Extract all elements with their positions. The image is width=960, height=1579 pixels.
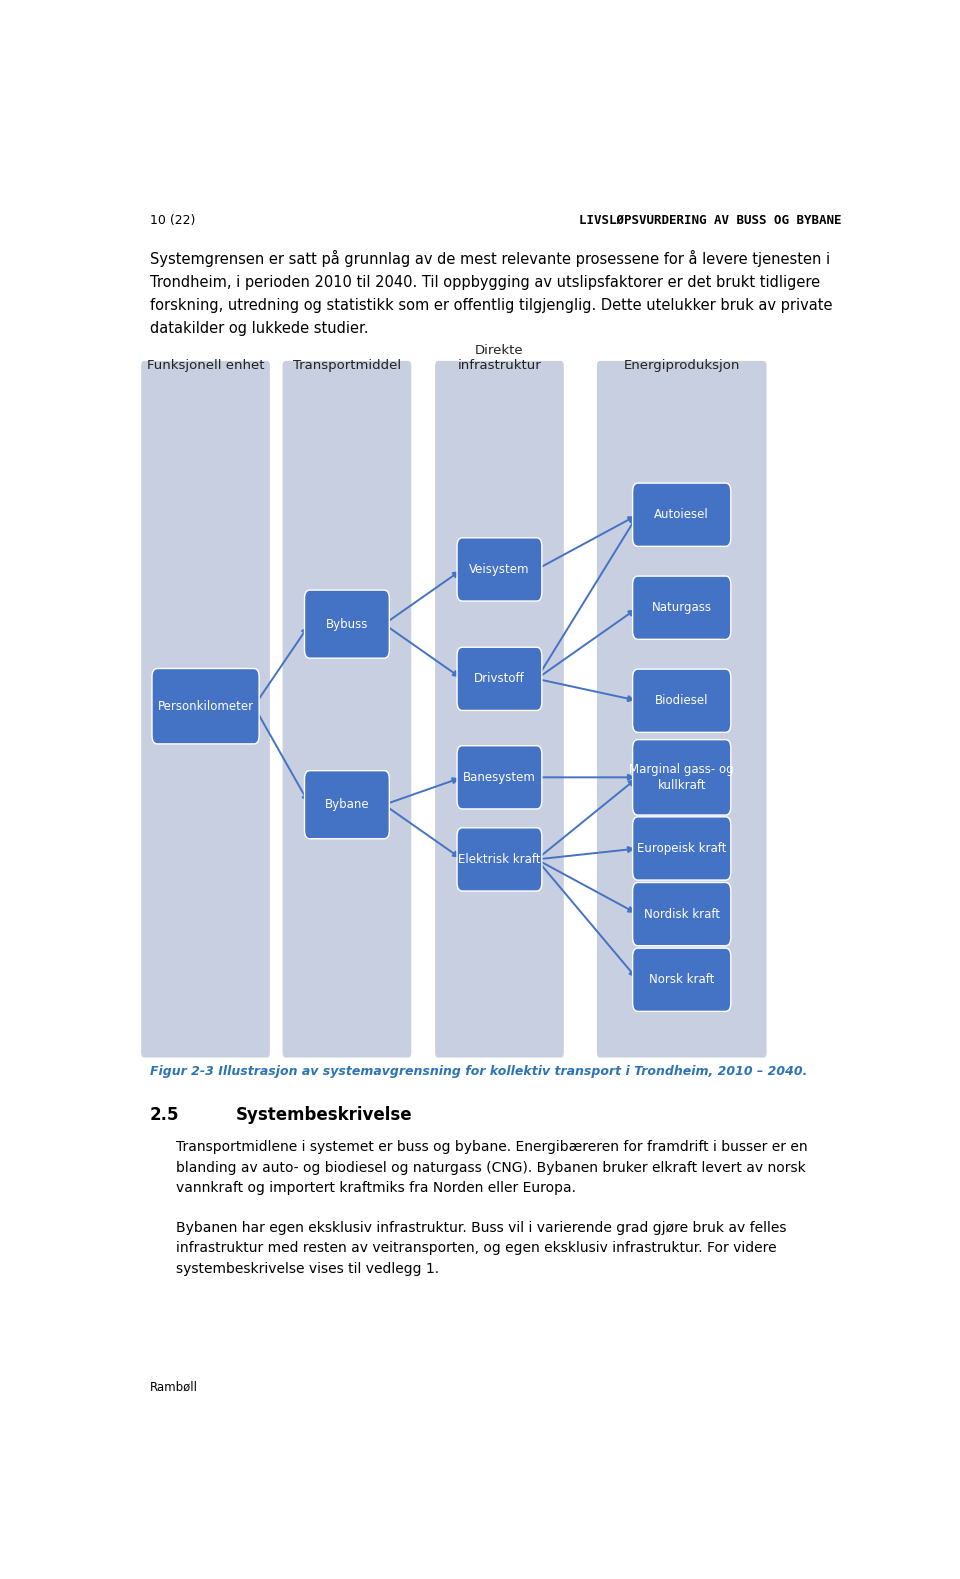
FancyBboxPatch shape: [282, 362, 411, 1058]
FancyBboxPatch shape: [457, 827, 541, 891]
Text: Norsk kraft: Norsk kraft: [649, 973, 714, 987]
FancyBboxPatch shape: [633, 483, 731, 546]
Text: Europeisk kraft: Europeisk kraft: [637, 842, 727, 854]
FancyBboxPatch shape: [152, 668, 259, 744]
FancyBboxPatch shape: [597, 362, 766, 1058]
FancyBboxPatch shape: [435, 362, 564, 1058]
FancyBboxPatch shape: [457, 647, 541, 711]
Text: Systemgrensen er satt på grunnlag av de mest relevante prosessene for å levere t: Systemgrensen er satt på grunnlag av de …: [150, 249, 832, 336]
Text: Bybane: Bybane: [324, 799, 370, 812]
Text: Rambøll: Rambøll: [150, 1380, 198, 1393]
Text: 2.5: 2.5: [150, 1107, 180, 1124]
Text: Elektrisk kraft: Elektrisk kraft: [458, 853, 540, 865]
FancyBboxPatch shape: [141, 362, 270, 1058]
Text: Marginal gass- og
kullkraft: Marginal gass- og kullkraft: [630, 763, 734, 791]
FancyBboxPatch shape: [633, 947, 731, 1012]
Text: Bybanen har egen eksklusiv infrastruktur. Buss vil i varierende grad gjøre bruk : Bybanen har egen eksklusiv infrastruktur…: [176, 1221, 786, 1276]
Text: Bybuss: Bybuss: [325, 617, 368, 630]
Text: 10 (22): 10 (22): [150, 213, 195, 227]
Text: Direkte
infrastruktur: Direkte infrastruktur: [458, 344, 541, 373]
FancyBboxPatch shape: [633, 739, 731, 815]
Text: Figur 2-3 Illustrasjon av systemavgrensning for kollektiv transport i Trondheim,: Figur 2-3 Illustrasjon av systemavgrensn…: [150, 1064, 807, 1078]
FancyBboxPatch shape: [633, 816, 731, 880]
FancyBboxPatch shape: [304, 771, 390, 838]
Text: Nordisk kraft: Nordisk kraft: [644, 908, 720, 921]
FancyBboxPatch shape: [633, 669, 731, 733]
FancyBboxPatch shape: [633, 576, 731, 639]
Text: Naturgass: Naturgass: [652, 602, 711, 614]
Text: Transportmidlene i systemet er buss og bybane. Energibæreren for framdrift i bus: Transportmidlene i systemet er buss og b…: [176, 1140, 807, 1195]
Text: Drivstoff: Drivstoff: [474, 673, 525, 685]
Text: Personkilometer: Personkilometer: [157, 699, 253, 712]
Text: Veisystem: Veisystem: [469, 564, 530, 576]
Text: Banesystem: Banesystem: [463, 771, 536, 783]
FancyBboxPatch shape: [304, 591, 390, 658]
Text: Funksjonell enhet: Funksjonell enhet: [147, 358, 264, 373]
FancyBboxPatch shape: [457, 538, 541, 602]
Text: Transportmiddel: Transportmiddel: [293, 358, 401, 373]
Text: Autoiesel: Autoiesel: [655, 508, 709, 521]
Text: Biodiesel: Biodiesel: [655, 695, 708, 707]
Text: Systembeskrivelse: Systembeskrivelse: [235, 1107, 412, 1124]
FancyBboxPatch shape: [633, 883, 731, 946]
Text: Energiproduksjon: Energiproduksjon: [624, 358, 740, 373]
Text: LIVSLØPSVURDERING AV BUSS OG BYBANE: LIVSLØPSVURDERING AV BUSS OG BYBANE: [579, 213, 842, 227]
FancyBboxPatch shape: [457, 745, 541, 808]
